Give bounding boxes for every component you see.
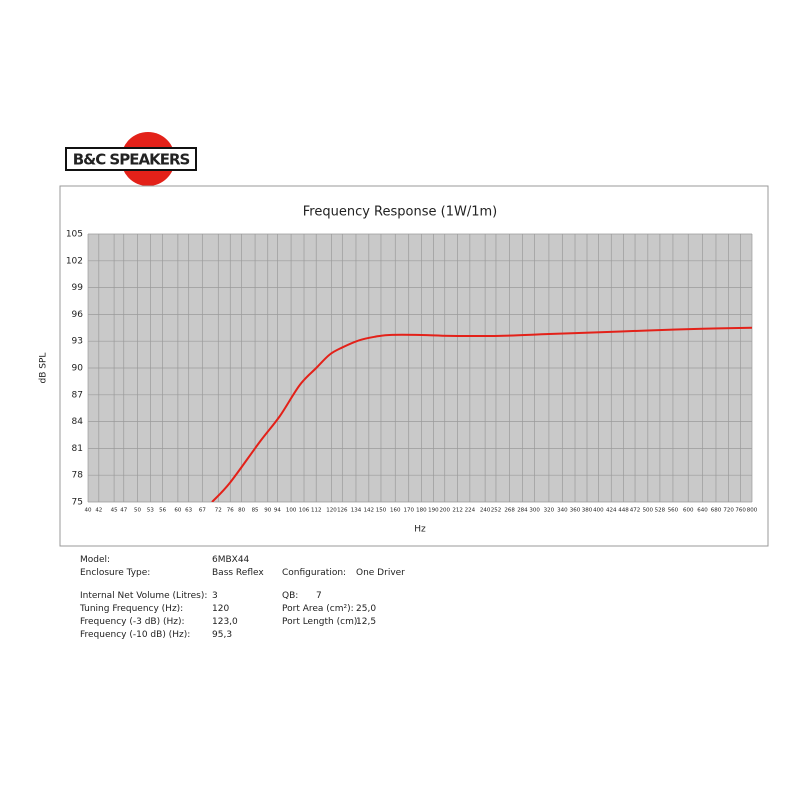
- y-tick-label: 78: [72, 471, 84, 481]
- x-tick-label: 800: [747, 508, 758, 514]
- x-tick-label: 400: [593, 508, 604, 514]
- spec-value: 12,5: [356, 617, 377, 627]
- x-tick-label: 67: [199, 508, 206, 514]
- x-tick-label: 472: [630, 508, 641, 514]
- x-tick-label: 448: [618, 508, 629, 514]
- x-tick-label: 120: [326, 508, 337, 514]
- x-tick-label: 240: [480, 508, 491, 514]
- x-tick-label: 560: [668, 508, 679, 514]
- x-tick-label: 63: [185, 508, 192, 514]
- x-tick-label: 680: [711, 508, 722, 514]
- y-tick-label: 84: [72, 417, 84, 427]
- spec-value: 95,3: [212, 630, 233, 640]
- x-tick-label: 50: [134, 508, 141, 514]
- x-tick-label: 60: [174, 508, 181, 514]
- spec-value: 120: [212, 604, 230, 614]
- logo: B&C SPEAKERS: [65, 132, 197, 186]
- x-tick-label: 90: [264, 508, 271, 514]
- x-tick-label: 76: [227, 508, 234, 514]
- spec-label: Enclosure Type:: [80, 568, 151, 578]
- x-tick-label: 212: [452, 508, 463, 514]
- x-tick-label: 53: [147, 508, 154, 514]
- spec-label: Port Area (cm²):: [282, 604, 354, 614]
- x-tick-label: 150: [376, 508, 387, 514]
- x-tick-label: 47: [120, 508, 127, 514]
- x-tick-label: 40: [85, 508, 92, 514]
- x-tick-label: 424: [606, 508, 617, 514]
- spec-value: Bass Reflex: [212, 568, 264, 578]
- response-line: [211, 326, 752, 502]
- x-tick-label: 80: [238, 508, 245, 514]
- x-tick-label: 142: [364, 508, 375, 514]
- x-tick-label: 126: [337, 508, 348, 514]
- x-tick-label: 284: [517, 508, 528, 514]
- x-tick-label: 106: [299, 508, 310, 514]
- spec-label: Port Length (cm):: [282, 617, 361, 627]
- chart-title: Frequency Response (1W/1m): [303, 205, 497, 220]
- x-tick-label: 100: [286, 508, 297, 514]
- x-tick-label: 45: [111, 508, 118, 514]
- x-tick-label: 200: [439, 508, 450, 514]
- spec-value: 123,0: [212, 617, 238, 627]
- spec-label: Frequency (-10 dB) (Hz):: [80, 630, 191, 640]
- x-tick-label: 300: [529, 508, 540, 514]
- x-tick-label: 380: [582, 508, 593, 514]
- y-tick-label: 75: [72, 498, 83, 508]
- x-tick-label: 528: [655, 508, 666, 514]
- x-tick-label: 170: [403, 508, 414, 514]
- chart: B&C SPEAKERS Frequency Response (1W/1m) …: [39, 132, 769, 547]
- spec-value: 6MBX44: [212, 555, 250, 565]
- y-tick-label: 105: [66, 230, 83, 240]
- spec-value: 25,0: [356, 604, 377, 614]
- spec-label: Internal Net Volume (Litres):: [80, 591, 208, 601]
- x-tick-label: 500: [643, 508, 654, 514]
- x-tick-label: 190: [428, 508, 439, 514]
- x-tick-label: 320: [544, 508, 555, 514]
- x-tick-label: 340: [557, 508, 568, 514]
- x-tick-label: 224: [465, 508, 476, 514]
- x-tick-label: 760: [735, 508, 746, 514]
- spec-label: Tuning Frequency (Hz):: [80, 604, 184, 614]
- y-tick-label: 90: [72, 364, 84, 374]
- x-tick-label: 72: [215, 508, 222, 514]
- x-tick-label: 134: [351, 508, 362, 514]
- spec-label: QB:: [282, 591, 299, 601]
- logo-box: [65, 147, 197, 171]
- x-axis-label: Hz: [414, 525, 426, 535]
- y-tick-label: 93: [72, 337, 83, 347]
- x-tick-label: 268: [504, 508, 515, 514]
- x-tick-label: 720: [723, 508, 734, 514]
- y-tick-label: 87: [72, 390, 83, 400]
- x-tick-label: 94: [274, 508, 281, 514]
- x-tick-label: 56: [159, 508, 166, 514]
- spec-label: Configuration:: [282, 568, 347, 578]
- x-tick-label: 640: [697, 508, 708, 514]
- y-tick-label: 102: [66, 256, 83, 266]
- x-tick-label: 600: [683, 508, 694, 514]
- x-tick-label: 360: [570, 508, 581, 514]
- y-axis-label: dB SPL: [39, 353, 49, 384]
- spec-value: 3: [212, 591, 218, 601]
- x-tick-label: 252: [491, 508, 502, 514]
- y-tick-label: 81: [72, 444, 83, 454]
- x-tick-label: 42: [95, 508, 102, 514]
- spec-value: 7: [316, 591, 322, 601]
- logo-text: B&C SPEAKERS: [73, 151, 190, 169]
- spec-label: Frequency (-3 dB) (Hz):: [80, 617, 185, 627]
- spec-value: One Driver: [356, 568, 405, 578]
- x-tick-label: 112: [311, 508, 322, 514]
- x-tick-label: 85: [252, 508, 259, 514]
- y-tick-label: 96: [72, 310, 84, 320]
- x-tick-label: 180: [416, 508, 427, 514]
- x-tick-label: 160: [390, 508, 401, 514]
- y-tick-label: 99: [72, 283, 84, 293]
- spec-label: Model:: [80, 555, 111, 565]
